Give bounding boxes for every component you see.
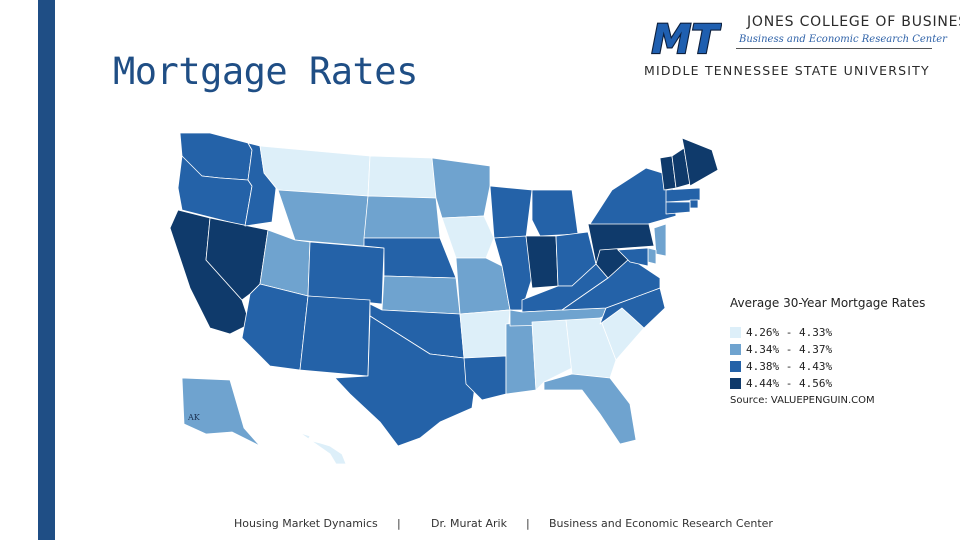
footer-author: Dr. Murat Arik (431, 517, 507, 530)
state-wy (278, 190, 368, 246)
state-mn (432, 158, 490, 218)
mtsu-logo: MT JONES COLLEGE OF BUSINESS Business an… (640, 12, 950, 82)
state-ms (506, 322, 536, 394)
state-fl (544, 374, 636, 444)
legend-item: 4.34% - 4.37% (730, 341, 925, 358)
legend-swatch (730, 344, 741, 355)
source-note: Source: VALUEPENGUIN.COM (730, 395, 875, 406)
footer-separator: | (397, 517, 401, 530)
state-sd (364, 196, 440, 238)
state-ks (382, 276, 460, 314)
state-shapes (170, 133, 718, 464)
legend-label: 4.38% - 4.43% (746, 360, 832, 373)
legend-item: 4.44% - 4.56% (730, 375, 925, 392)
legend-item: 4.26% - 4.33% (730, 324, 925, 341)
slide-accent-bar (38, 0, 55, 540)
college-name: JONES COLLEGE OF BUSINESS (747, 14, 960, 30)
state-in (526, 236, 558, 288)
mt-monogram-logo: MT (648, 14, 722, 62)
alaska-label: AK (187, 413, 201, 422)
legend-label: 4.44% - 4.56% (746, 377, 832, 390)
state-nm (300, 296, 370, 376)
state-ri (690, 200, 698, 208)
state-nd (368, 156, 436, 198)
legend-items: 4.26% - 4.33% 4.34% - 4.37% 4.38% - 4.43… (730, 324, 925, 392)
map-legend: Average 30-Year Mortgage Rates 4.26% - 4… (730, 296, 925, 392)
state-ak (182, 378, 260, 446)
footer-center: Business and Economic Research Center (549, 517, 773, 530)
legend-swatch (730, 378, 741, 389)
state-co (308, 242, 384, 304)
state-ar (460, 310, 510, 358)
university-name: MIDDLE TENNESSEE STATE UNIVERSITY (644, 63, 930, 78)
mt-monogram-text: MT (651, 17, 721, 62)
legend-item: 4.38% - 4.43% (730, 358, 925, 375)
footer-separator: | (526, 517, 530, 530)
logo-divider (736, 48, 932, 49)
footer-topic: Housing Market Dynamics (234, 517, 378, 530)
legend-title: Average 30-Year Mortgage Rates (730, 296, 925, 310)
legend-label: 4.26% - 4.33% (746, 326, 832, 339)
state-ia (442, 216, 494, 258)
legend-swatch (730, 327, 741, 338)
state-ct (666, 202, 690, 214)
legend-label: 4.34% - 4.37% (746, 343, 832, 356)
state-hi (300, 433, 346, 464)
state-az (242, 284, 308, 370)
state-mt (260, 146, 370, 196)
state-wi (490, 186, 532, 238)
state-de (648, 248, 656, 264)
legend-swatch (730, 361, 741, 372)
slide-title: Mortgage Rates (113, 50, 418, 93)
state-mi (532, 190, 578, 236)
research-center-name: Business and Economic Research Center (739, 34, 947, 45)
us-choropleth-map: AK (160, 128, 720, 468)
